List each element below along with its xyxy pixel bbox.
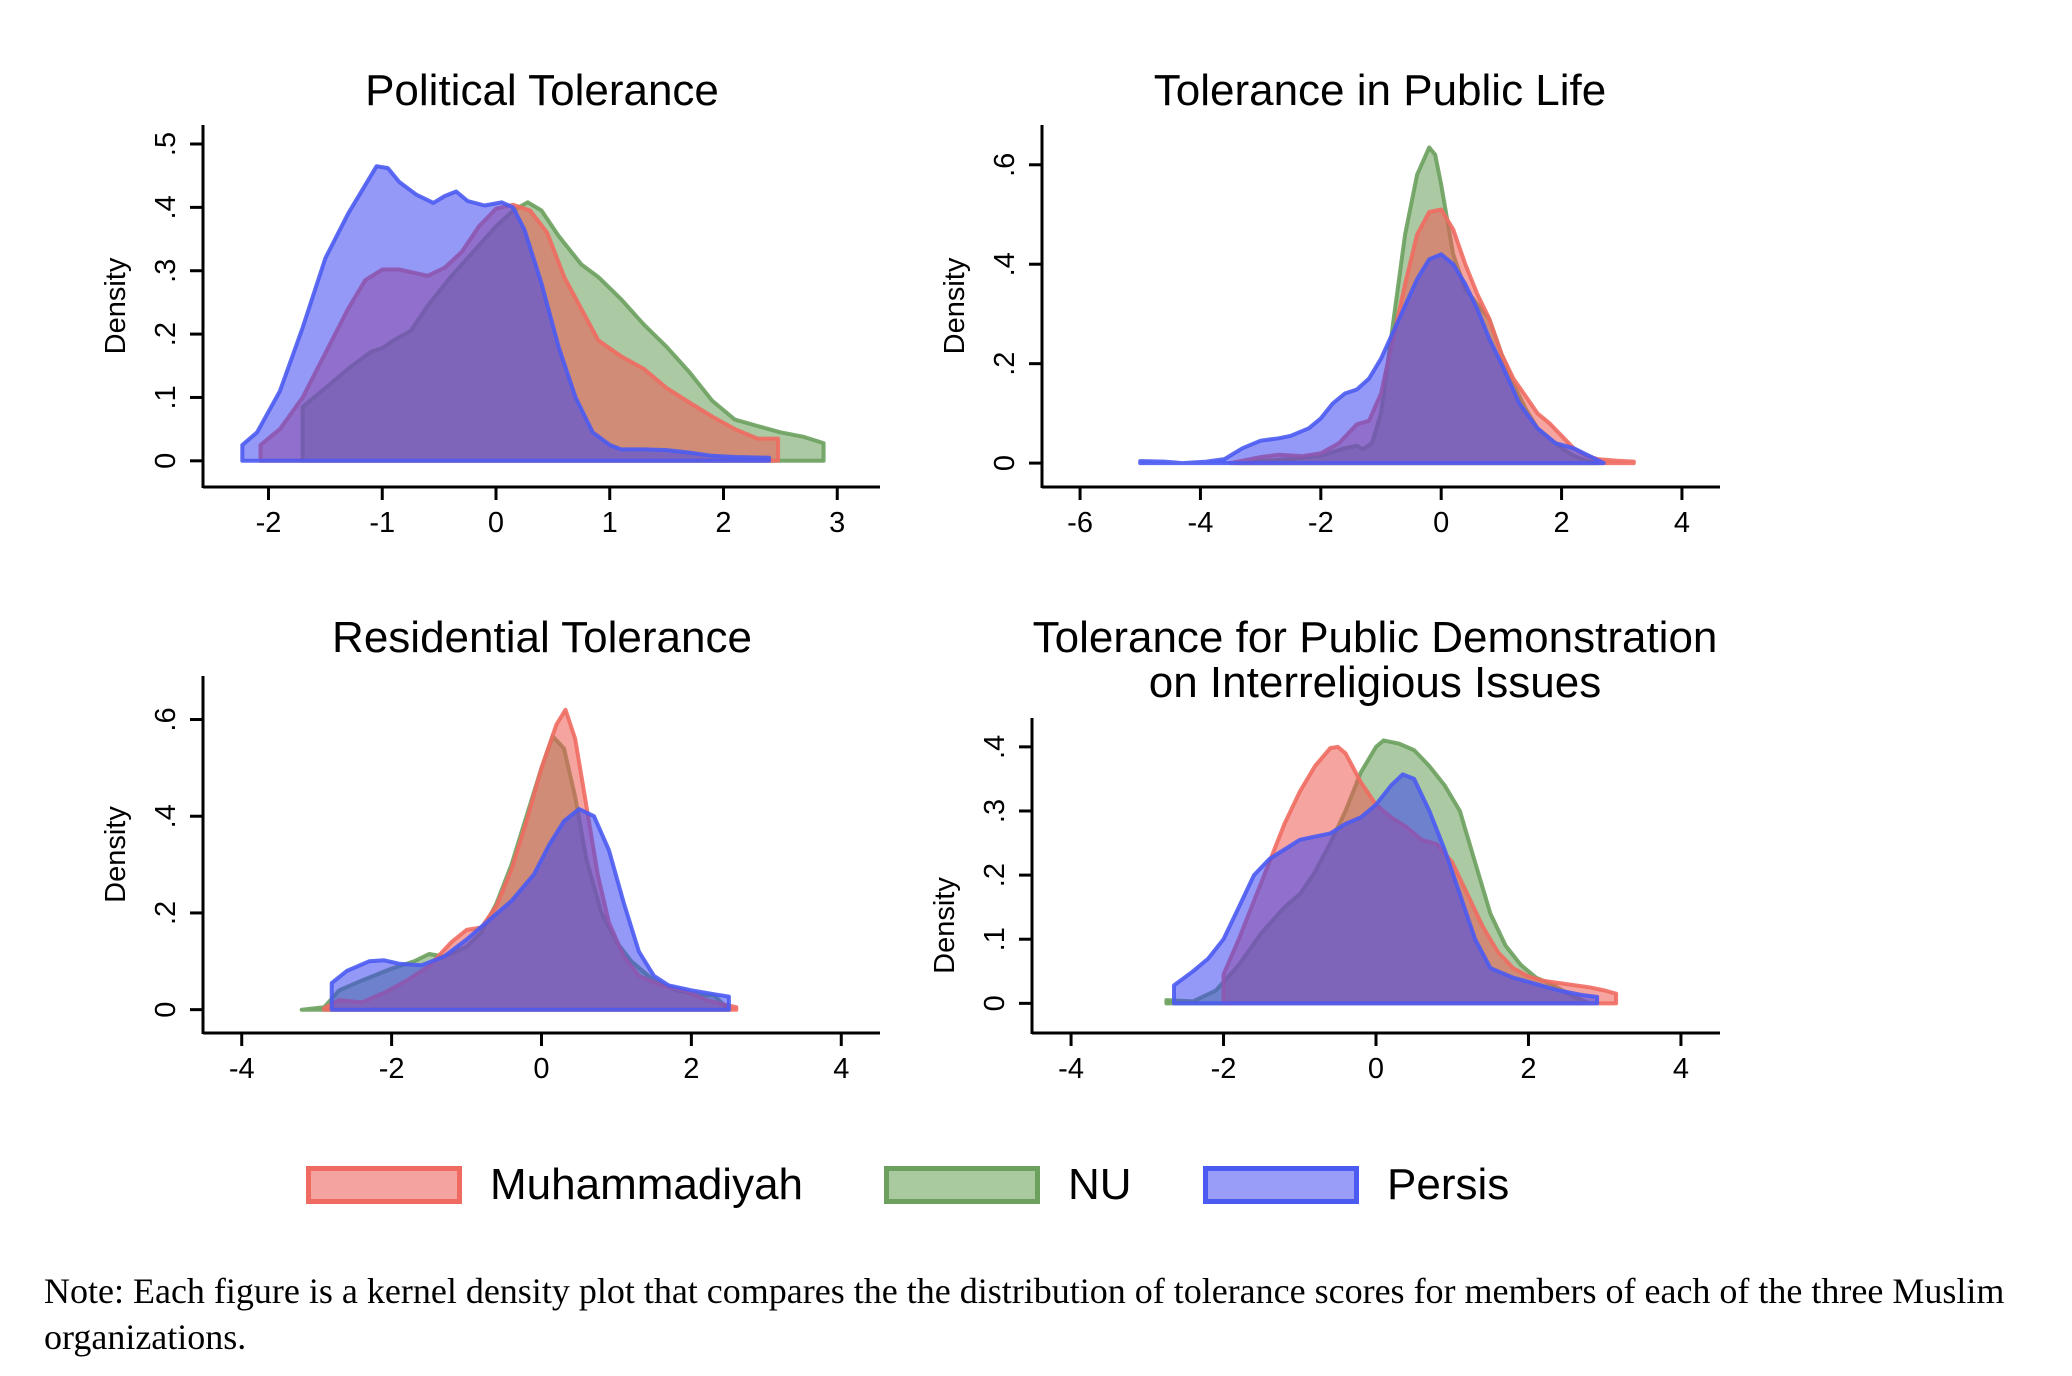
- y-tick-label: .1: [150, 385, 182, 409]
- density-area-persis: [1172, 772, 1600, 1006]
- panel-title: Residential Tolerance: [332, 613, 752, 662]
- x-tick-label: 0: [1368, 1053, 1384, 1085]
- x-tick-label: 0: [488, 507, 504, 539]
- panel-title: Political Tolerance: [365, 66, 719, 115]
- y-axis-label: Density: [100, 806, 132, 903]
- y-tick-label: .2: [979, 863, 1011, 887]
- x-tick-label: 4: [833, 1053, 849, 1085]
- panel-residential-tolerance: Residential Tolerance 0 .2 .4 .6 -4 -2 0 2 4 Densi…: [100, 613, 880, 1085]
- y-axis-label: Density: [929, 877, 961, 974]
- y-tick-label: .4: [979, 735, 1011, 759]
- x-tick-label: -2: [1308, 507, 1334, 539]
- y-tick-label: .1: [979, 927, 1011, 951]
- x-tick-label: -4: [229, 1053, 255, 1085]
- density-area-persis: [329, 807, 731, 1012]
- y-tick-label: .6: [989, 153, 1021, 177]
- density-area-persis: [240, 164, 771, 463]
- y-tick-label: .2: [150, 322, 182, 346]
- x-tick-label: 4: [1674, 507, 1690, 539]
- legend-swatch-nu: [884, 1166, 1040, 1204]
- legend-swatch-persis: [1203, 1166, 1359, 1204]
- y-axis-label: Density: [100, 257, 132, 354]
- x-tick-label: 2: [715, 507, 731, 539]
- panel-tolerance-public-life: Tolerance in Public Life 0 .2 .4 .6 -6 -4 -2 0 2 4…: [939, 66, 1720, 539]
- x-tick-label: 2: [683, 1053, 699, 1085]
- y-tick-label: 0: [150, 453, 182, 469]
- legend-label: Persis: [1387, 1160, 1510, 1209]
- x-tick-label: -4: [1058, 1053, 1084, 1085]
- legend-item-nu: NU: [884, 1160, 1132, 1210]
- legend: Muhammadiyah NU Persis: [0, 1160, 2072, 1220]
- legend-item-muhammadiyah: Muhammadiyah: [306, 1160, 803, 1210]
- panel-title: on Interreligious Issues: [1149, 658, 1601, 707]
- panel-political-tolerance: Political Tolerance 0 .1 .2 .3 .4 .5 -2 -1 0 1 2 3 De…: [100, 66, 880, 539]
- y-tick-label: 0: [979, 995, 1011, 1011]
- y-tick-label: .2: [989, 352, 1021, 376]
- x-tick-label: -2: [1211, 1053, 1237, 1085]
- legend-label: NU: [1068, 1160, 1132, 1209]
- legend-swatch-muhammadiyah: [306, 1166, 462, 1204]
- y-tick-label: .3: [150, 259, 182, 283]
- y-tick-label: .6: [150, 707, 182, 731]
- panel-title: Tolerance for Public Demonstration: [1033, 613, 1718, 662]
- x-tick-label: 0: [533, 1053, 549, 1085]
- legend-label: Muhammadiyah: [490, 1160, 804, 1209]
- y-tick-label: .4: [150, 804, 182, 828]
- legend-item-persis: Persis: [1203, 1160, 1509, 1210]
- x-tick-label: 1: [602, 507, 618, 539]
- x-tick-label: -6: [1067, 507, 1093, 539]
- y-tick-label: .2: [150, 901, 182, 925]
- y-tick-label: .3: [979, 799, 1011, 823]
- x-tick-label: -4: [1188, 507, 1214, 539]
- x-tick-label: 4: [1673, 1053, 1689, 1085]
- y-tick-label: 0: [989, 455, 1021, 471]
- x-tick-label: 3: [829, 507, 845, 539]
- x-tick-label: 2: [1520, 1053, 1536, 1085]
- x-tick-label: -1: [369, 507, 395, 539]
- x-tick-label: -2: [379, 1053, 405, 1085]
- y-tick-label: .5: [150, 132, 182, 156]
- x-tick-label: 2: [1553, 507, 1569, 539]
- x-tick-label: 0: [1433, 507, 1449, 539]
- y-axis-label: Density: [939, 257, 971, 354]
- density-area-persis: [1138, 252, 1606, 466]
- x-tick-label: -2: [256, 507, 282, 539]
- y-tick-label: .4: [150, 195, 182, 219]
- y-tick-label: 0: [150, 1002, 182, 1018]
- panel-title: Tolerance in Public Life: [1154, 66, 1606, 115]
- figure-note: Note: Each figure is a kernel density pl…: [44, 1271, 2005, 1357]
- y-tick-label: .4: [989, 252, 1021, 276]
